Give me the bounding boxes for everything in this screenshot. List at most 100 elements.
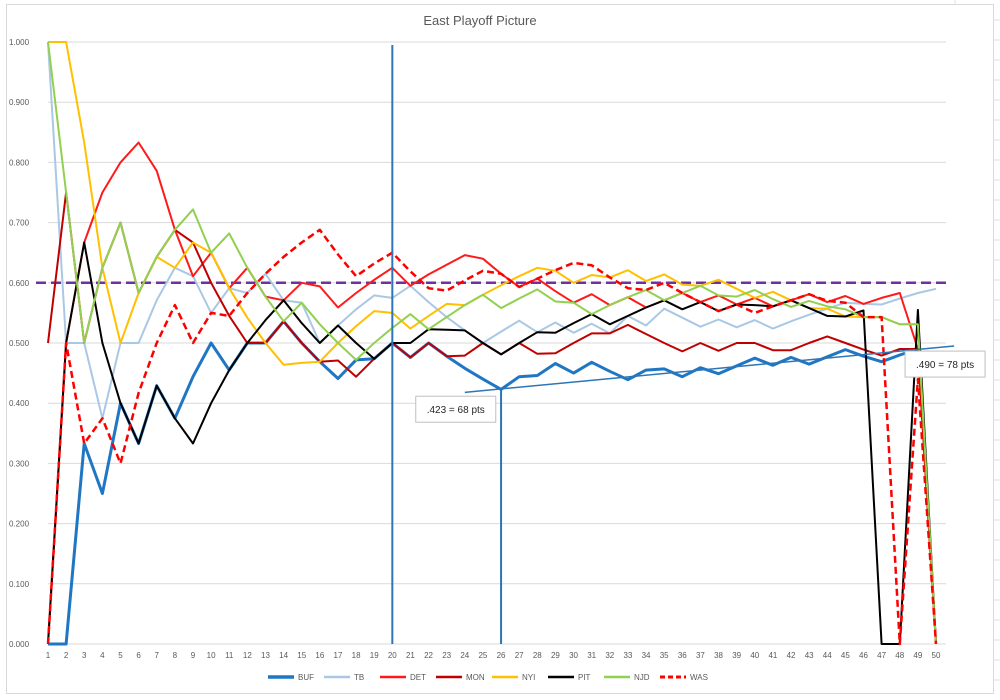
x-tick-label: 9	[191, 651, 196, 660]
x-tick-label: 8	[173, 651, 178, 660]
y-tick-label: 0.800	[9, 158, 30, 167]
series-line-njd	[47, 41, 937, 645]
legend-label: NJD	[634, 673, 650, 682]
y-tick-label: 0.300	[9, 459, 30, 468]
x-tick-label: 39	[732, 651, 741, 660]
legend-item-mon[interactable]: MON	[436, 673, 485, 682]
x-tick-label: 50	[932, 651, 941, 660]
x-tick-label: 3	[82, 651, 87, 660]
trendline	[464, 345, 955, 394]
x-tick-label: 13	[261, 651, 270, 660]
x-tick-label: 10	[207, 651, 216, 660]
y-tick-label: 0.600	[9, 279, 30, 288]
x-tick-label: 4	[100, 651, 105, 660]
x-tick-label: 27	[515, 651, 524, 660]
x-tick-label: 32	[605, 651, 614, 660]
x-tick-label: 25	[478, 651, 487, 660]
y-tick-label: 0.000	[9, 640, 30, 649]
callout-label: .490 = 78 pts	[916, 360, 974, 371]
legend-label: MON	[466, 673, 485, 682]
series-line-was	[46, 228, 938, 646]
legend-item-njd[interactable]: NJD	[604, 673, 650, 682]
x-tick-label: 41	[768, 651, 777, 660]
legend-item-was[interactable]: WAS	[660, 673, 708, 682]
legend-item-tb[interactable]: TB	[324, 673, 364, 682]
x-axis-ticks: 1 2 3 4 5 6 7 8 9 10 11 12 13 14 15 16 17 18 19 20 21 22 23 24 2…	[46, 651, 941, 660]
y-gridlines	[48, 41, 946, 645]
x-tick-label: 31	[587, 651, 596, 660]
x-tick-label: 43	[805, 651, 814, 660]
legend-label: NYI	[522, 673, 535, 682]
x-tick-label: 5	[118, 651, 123, 660]
x-tick-label: 20	[388, 651, 397, 660]
callout-label: .423 = 68 pts	[427, 405, 485, 416]
x-tick-label: 35	[660, 651, 669, 660]
x-tick-label: 48	[895, 651, 904, 660]
x-tick-label: 33	[623, 651, 632, 660]
legend-label: WAS	[690, 673, 708, 682]
callout-box	[415, 395, 497, 423]
marker-lines	[391, 45, 955, 644]
x-tick-label: 23	[442, 651, 451, 660]
x-tick-label: 49	[913, 651, 922, 660]
y-tick-label: 0.900	[9, 98, 30, 107]
chart-title: East Playoff Picture	[423, 13, 536, 28]
x-tick-label: 29	[551, 651, 560, 660]
x-tick-label: 1	[46, 651, 51, 660]
annotations: .423 = 68 pts .490 = 78 pts	[415, 350, 986, 423]
legend-label: BUF	[298, 673, 314, 682]
legend-label: DET	[410, 673, 426, 682]
legend-item-pit[interactable]: PIT	[548, 673, 591, 682]
x-tick-label: 11	[225, 651, 234, 660]
callout-1[interactable]: .490 = 78 pts	[904, 350, 986, 378]
x-tick-label: 14	[279, 651, 288, 660]
x-tick-label: 18	[352, 651, 361, 660]
legend-item-det[interactable]: DET	[380, 673, 426, 682]
x-tick-label: 22	[424, 651, 433, 660]
chart-area[interactable]	[6, 4, 994, 694]
x-tick-label: 19	[370, 651, 379, 660]
x-tick-label: 12	[243, 651, 252, 660]
x-tick-label: 45	[841, 651, 850, 660]
legend-label: PIT	[578, 673, 591, 682]
y-tick-label: 0.200	[9, 520, 30, 529]
x-tick-label: 6	[136, 651, 141, 660]
x-tick-label: 26	[497, 651, 506, 660]
series-line-buf	[48, 319, 919, 646]
series-line-tb	[47, 41, 937, 420]
series-line-nyi	[48, 41, 937, 645]
y-tick-label: 1.000	[9, 38, 30, 47]
x-tick-label: 17	[334, 651, 343, 660]
x-tick-label: 24	[460, 651, 469, 660]
spreadsheet-gridlines	[954, 0, 1000, 681]
legend-label: TB	[354, 673, 364, 682]
x-tick-label: 16	[315, 651, 324, 660]
y-tick-label: 0.400	[9, 399, 30, 408]
callout-0[interactable]: .423 = 68 pts	[415, 395, 497, 423]
legend: BUF TB DET MON NYI PIT NJD WAS	[268, 673, 708, 682]
legend-item-nyi[interactable]: NYI	[492, 673, 535, 682]
x-tick-label: 46	[859, 651, 868, 660]
x-tick-label: 15	[297, 651, 306, 660]
x-tick-label: 42	[787, 651, 796, 660]
x-tick-label: 7	[155, 651, 160, 660]
x-tick-label: 36	[678, 651, 687, 660]
y-axis-ticks: 0.000 0.100 0.200 0.300 0.400 0.500 0.600 0.700…	[9, 38, 30, 649]
y-tick-label: 0.100	[9, 580, 30, 589]
x-tick-label: 37	[696, 651, 705, 660]
x-tick-label: 44	[823, 651, 832, 660]
x-tick-label: 34	[642, 651, 651, 660]
legend-item-buf[interactable]: BUF	[268, 673, 314, 682]
series-line-det	[47, 141, 937, 645]
callout-box	[904, 350, 986, 378]
y-tick-label: 0.700	[9, 219, 30, 228]
y-tick-label: 0.500	[9, 339, 30, 348]
x-tick-label: 30	[569, 651, 578, 660]
series-group	[46, 41, 938, 646]
x-tick-label: 40	[750, 651, 759, 660]
x-tick-label: 28	[533, 651, 542, 660]
x-tick-label: 47	[877, 651, 886, 660]
x-tick-label: 2	[64, 651, 69, 660]
x-tick-label: 21	[406, 651, 415, 660]
